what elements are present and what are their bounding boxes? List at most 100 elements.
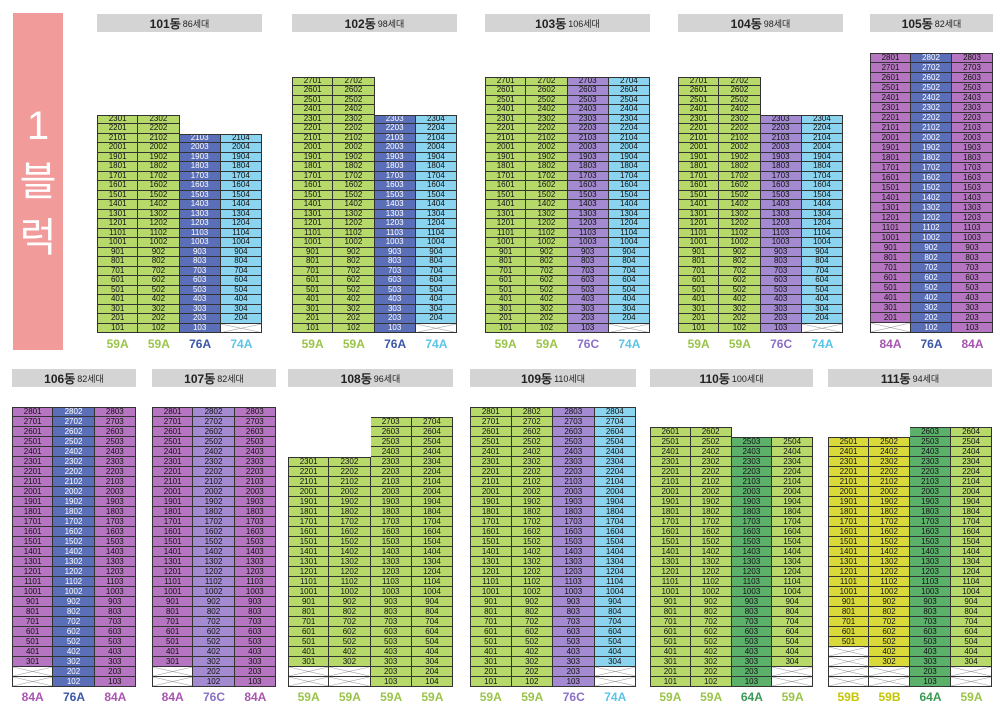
unit-cell: 2404 [411, 447, 453, 457]
unit-cell: 1702 [869, 517, 910, 527]
unit-cell: 2404 [594, 447, 636, 457]
unit-cell: 2502 [193, 437, 235, 447]
unit-cell: 1303 [374, 209, 416, 219]
empty-unit [594, 667, 636, 677]
unit-cell: 1401 [152, 547, 194, 557]
unit-cell: 1002 [193, 587, 235, 597]
unit-cell: 2704 [411, 417, 453, 427]
unit-cell: 2002 [329, 487, 371, 497]
unit-cell: 403 [910, 647, 951, 657]
unit-cell: 2002 [333, 143, 375, 153]
unit-cell: 2202 [869, 467, 910, 477]
unit-cell: 2601 [650, 427, 691, 437]
unit-cell: 1002 [690, 587, 732, 597]
unit-cell: 2403 [731, 447, 773, 457]
unit-cell: 1102 [690, 577, 732, 587]
unit-cell: 2303 [952, 103, 993, 113]
unit-cell: 1604 [220, 181, 262, 191]
unit-cell: 902 [329, 597, 371, 607]
unit-cell: 1704 [951, 517, 992, 527]
unit-cell: 2401 [870, 93, 911, 103]
unit-type-label: 76A [189, 337, 212, 351]
unit-cell: 2302 [138, 114, 180, 124]
unit-cell: 1503 [553, 537, 595, 547]
unit-cell: 302 [526, 304, 568, 314]
unit-cell: 1202 [329, 567, 371, 577]
unit-cell: 602 [53, 627, 95, 637]
unit-count: 82세대 [77, 373, 104, 384]
unit-cell: 601 [12, 627, 54, 637]
unit-cell: 1701 [288, 517, 330, 527]
unit-cell: 1801 [292, 162, 334, 172]
unit-cell: 302 [911, 303, 952, 313]
unit-cell: 1602 [333, 181, 375, 191]
unit-cell: 1301 [470, 557, 512, 567]
block-label-char: 블 [19, 159, 57, 204]
unit-cell: 1102 [526, 228, 568, 238]
unit-cell: 1603 [234, 527, 276, 537]
unit-cell: 1703 [910, 517, 951, 527]
unit-cell: 804 [951, 607, 992, 617]
unit-cell: 1202 [193, 567, 235, 577]
unit-cell: 2803 [553, 407, 595, 417]
unit-count: 106세대 [568, 18, 600, 29]
unit-cell: 703 [760, 266, 802, 276]
unit-cell: 301 [288, 657, 330, 667]
unit-cell: 1001 [678, 238, 720, 248]
unit-cell: 1503 [179, 190, 221, 200]
unit-cell: 603 [760, 276, 802, 286]
unit-cell: 1703 [179, 171, 221, 181]
unit-cell: 1504 [220, 190, 262, 200]
unit-cell: 503 [374, 285, 416, 295]
unit-cell: 2503 [370, 437, 412, 447]
unit-cell: 2002 [719, 143, 761, 153]
unit-cell: 2001 [152, 487, 194, 497]
unit-cell: 1803 [910, 507, 951, 517]
unit-cell: 1201 [288, 567, 330, 577]
unit-cell: 2804 [594, 407, 636, 417]
unit-cell: 203 [370, 667, 412, 677]
unit-cell: 1501 [870, 183, 911, 193]
unit-cell: 1901 [152, 497, 194, 507]
unit-cell: 2601 [470, 427, 512, 437]
unit-cell: 404 [415, 295, 457, 305]
unit-cell: 1304 [801, 209, 843, 219]
unit-cell: 2602 [719, 86, 761, 96]
unit-cell: 1602 [329, 527, 371, 537]
unit-count: 82세대 [217, 373, 244, 384]
unit-cell: 2601 [678, 86, 720, 96]
unit-cell: 303 [910, 657, 951, 667]
unit-cell: 103 [910, 677, 951, 687]
unit-cell: 1302 [690, 557, 732, 567]
unit-cell: 1202 [53, 567, 95, 577]
unit-cell: 1601 [292, 181, 334, 191]
building-header: 105동 82세대 [870, 14, 993, 32]
unit-cell: 903 [370, 597, 412, 607]
unit-cell: 704 [411, 617, 453, 627]
unit-cell: 2803 [952, 53, 993, 63]
unit-cell: 2303 [94, 457, 136, 467]
unit-cell: 2703 [370, 417, 412, 427]
unit-cell: 1501 [650, 537, 691, 547]
unit-cell: 2101 [678, 133, 720, 143]
unit-cell: 1401 [288, 547, 330, 557]
unit-cell: 402 [719, 295, 761, 305]
empty-unit [869, 677, 910, 687]
unit-cell: 1602 [869, 527, 910, 537]
unit-cell: 2503 [567, 95, 609, 105]
empty-unit [828, 657, 869, 667]
unit-cell: 1701 [12, 517, 54, 527]
unit-cell: 2502 [333, 95, 375, 105]
unit-cell: 1403 [760, 200, 802, 210]
unit-cell: 2003 [567, 143, 609, 153]
unit-cell: 1202 [333, 219, 375, 229]
unit-cell: 2303 [234, 457, 276, 467]
unit-cell: 702 [719, 266, 761, 276]
unit-cell: 403 [731, 647, 773, 657]
unit-cell: 1701 [678, 171, 720, 181]
building-header: 106동 82세대 [12, 369, 136, 387]
unit-cell: 1602 [511, 527, 553, 537]
unit-cell: 1701 [828, 517, 869, 527]
unit-cell: 2702 [333, 76, 375, 86]
unit-cell: 2201 [12, 467, 54, 477]
